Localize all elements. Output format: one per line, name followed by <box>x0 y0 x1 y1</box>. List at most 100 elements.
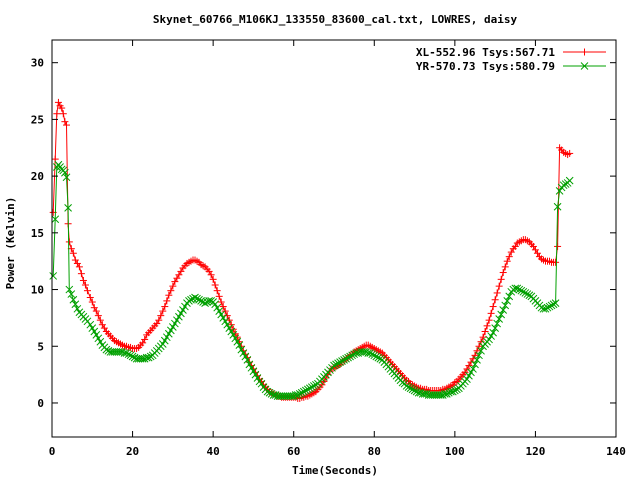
data-point <box>58 104 66 112</box>
data-point <box>346 352 354 361</box>
data-point <box>491 324 499 332</box>
data-point <box>215 307 224 315</box>
data-point <box>94 334 103 343</box>
data-point <box>483 322 491 330</box>
data-point <box>62 173 71 182</box>
data-point <box>402 382 411 390</box>
data-point <box>475 351 483 360</box>
data-point <box>501 263 509 271</box>
data-point <box>213 287 221 295</box>
data-point <box>231 334 240 343</box>
x-tick-label: 140 <box>606 445 626 458</box>
data-point <box>485 316 493 324</box>
y-tick-label: 25 <box>31 113 44 126</box>
data-point <box>217 298 225 306</box>
data-point <box>493 319 502 328</box>
data-point <box>227 321 235 329</box>
data-point <box>59 110 67 118</box>
data-point <box>92 331 101 339</box>
data-point <box>144 353 153 362</box>
data-point <box>164 329 173 338</box>
x-tick-label: 120 <box>525 445 545 458</box>
series-line <box>52 163 571 397</box>
data-point <box>566 149 574 157</box>
plot-frame <box>51 39 617 438</box>
data-point <box>225 324 234 332</box>
data-point <box>67 290 76 298</box>
data-point <box>249 367 258 376</box>
data-point <box>495 315 504 323</box>
data-point <box>344 353 352 362</box>
data-point <box>237 345 246 354</box>
data-point <box>330 361 338 370</box>
data-point <box>465 371 473 380</box>
y-tick-label: 5 <box>37 340 44 353</box>
data-point <box>406 384 415 393</box>
data-point <box>166 326 175 335</box>
data-point <box>61 168 69 177</box>
y-tick-label: 0 <box>37 397 44 410</box>
data-point <box>543 303 552 312</box>
data-point <box>162 333 171 342</box>
data-point <box>128 352 137 361</box>
data-point <box>499 306 508 314</box>
data-point <box>53 110 61 118</box>
data-point <box>73 304 82 313</box>
x-axis-label: Time(Seconds) <box>292 464 378 477</box>
y-tick-label: 20 <box>31 170 44 183</box>
data-point <box>370 351 379 360</box>
data-point <box>211 281 219 289</box>
data-point <box>305 384 314 393</box>
x-tick-label: 60 <box>287 445 300 458</box>
y-tick-label: 10 <box>31 284 44 297</box>
data-point <box>171 319 179 328</box>
data-point <box>263 387 272 396</box>
data-point <box>547 301 556 310</box>
data-point <box>167 287 175 295</box>
data-point <box>243 356 252 364</box>
data-point <box>471 360 479 369</box>
data-point <box>209 275 217 283</box>
data-point <box>565 176 574 185</box>
data-point <box>177 309 185 318</box>
data-point <box>94 312 102 320</box>
data-point <box>181 302 189 311</box>
plot-area <box>49 98 574 402</box>
data-point <box>161 303 169 311</box>
data-point <box>481 328 489 336</box>
data-point <box>88 324 97 332</box>
data-point <box>301 386 310 395</box>
data-point <box>185 297 193 305</box>
data-point <box>239 349 248 357</box>
data-point <box>491 296 499 304</box>
data-point <box>88 298 96 306</box>
data-point <box>83 287 91 295</box>
data-point <box>229 331 238 339</box>
data-point <box>299 387 308 396</box>
data-point <box>448 387 457 396</box>
data-point <box>163 297 171 305</box>
data-point <box>310 382 318 390</box>
data-point <box>247 363 256 372</box>
data-point <box>521 289 530 297</box>
data-point <box>211 300 220 309</box>
data-point <box>96 337 105 346</box>
data-point <box>65 285 74 294</box>
data-point <box>215 292 223 300</box>
data-point <box>219 303 227 311</box>
data-point <box>257 379 266 388</box>
data-point <box>77 270 85 278</box>
data-point <box>541 304 550 313</box>
data-point <box>124 350 133 359</box>
data-point <box>554 242 562 250</box>
data-point <box>169 323 177 331</box>
data-point <box>303 385 312 394</box>
data-point <box>122 349 131 357</box>
data-point <box>197 297 205 305</box>
data-point <box>408 385 417 394</box>
data-point <box>519 287 528 296</box>
data-point <box>442 390 451 398</box>
data-point <box>336 358 344 366</box>
data-point <box>54 98 62 106</box>
data-point <box>297 388 306 397</box>
